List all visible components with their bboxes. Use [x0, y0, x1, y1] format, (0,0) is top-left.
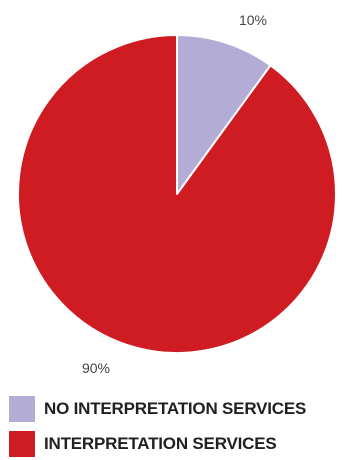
data-label-interpretation-services: 90%: [82, 360, 110, 376]
legend-label-no-interpretation-services: NO INTERPRETATION SERVICES: [44, 399, 307, 418]
pie-slice-interpretation-services: [17, 34, 337, 354]
pie-chart: 10% 90%: [17, 12, 337, 376]
pie-slice-no-interpretation-services: [176, 34, 272, 195]
data-label-no-interpretation-services: 10%: [239, 12, 267, 28]
legend-label-interpretation-services: INTERPRETATION SERVICES: [44, 434, 277, 453]
legend-swatch-no-interpretation-services: [9, 396, 35, 422]
legend-item-interpretation-services: INTERPRETATION SERVICES: [9, 431, 306, 457]
legend: NO INTERPRETATION SERVICES INTERPRETATIO…: [9, 396, 306, 460]
legend-swatch-interpretation-services: [9, 431, 35, 457]
legend-item-no-interpretation-services: NO INTERPRETATION SERVICES: [9, 396, 306, 422]
